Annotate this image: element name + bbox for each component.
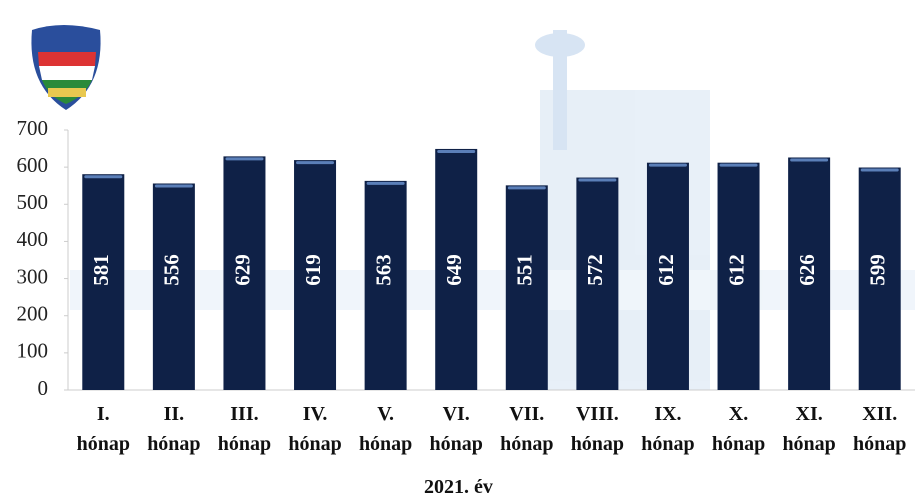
value-label: 556 xyxy=(160,254,184,286)
value-label: 612 xyxy=(654,254,678,286)
police-logo xyxy=(31,25,101,110)
bar-highlight xyxy=(225,157,264,161)
value-label: 629 xyxy=(230,254,254,286)
bar-highlight xyxy=(296,161,335,165)
bar-highlight xyxy=(790,158,829,162)
x-tick-label: V. hónap xyxy=(358,403,413,455)
bar-highlight xyxy=(719,163,758,167)
bar-highlight xyxy=(366,181,405,185)
y-tick-label: 0 xyxy=(38,376,49,400)
bar xyxy=(717,162,760,390)
bar xyxy=(435,148,478,390)
value-label: 619 xyxy=(301,254,325,286)
x-tick-label: VIII. hónap xyxy=(570,403,625,455)
bar xyxy=(152,183,195,390)
value-label: 551 xyxy=(513,254,537,286)
bar-highlight xyxy=(648,163,687,167)
x-tick-label: IV. hónap xyxy=(288,403,342,455)
bar xyxy=(294,160,337,390)
value-label: 612 xyxy=(724,254,748,286)
bar xyxy=(82,174,125,390)
bar xyxy=(505,185,548,390)
value-label: 649 xyxy=(442,254,466,286)
bar xyxy=(223,156,266,390)
x-tick-label: IX. hónap xyxy=(641,403,695,455)
bar xyxy=(364,180,407,390)
x-tick-label: II. hónap xyxy=(147,403,201,455)
bar-highlight xyxy=(154,184,193,188)
y-tick-label: 300 xyxy=(17,264,49,288)
x-tick-label: I. hónap xyxy=(76,403,130,455)
value-label: 563 xyxy=(371,254,395,286)
bar xyxy=(646,162,689,390)
bar-highlight xyxy=(578,178,617,182)
bar xyxy=(576,177,619,390)
x-tick-label: XI. hónap xyxy=(782,403,836,455)
y-tick-label: 500 xyxy=(17,190,49,214)
y-tick-label: 200 xyxy=(17,302,49,326)
y-tick-label: 100 xyxy=(17,339,49,363)
bar-highlight xyxy=(860,168,899,172)
y-tick-label: 700 xyxy=(17,116,49,140)
value-label: 626 xyxy=(795,254,819,286)
x-tick-label: III. hónap xyxy=(217,403,272,455)
value-label: 581 xyxy=(89,254,113,286)
value-label: 572 xyxy=(583,254,607,286)
x-tick-label: VII. hónap xyxy=(500,403,554,455)
bar-highlight xyxy=(507,186,546,190)
bar xyxy=(858,167,901,390)
x-tick-label: XII. hónap xyxy=(853,403,907,455)
bar xyxy=(788,157,831,390)
bar-highlight xyxy=(437,149,476,153)
y-tick-label: 600 xyxy=(17,153,49,177)
x-tick-label: X. hónap xyxy=(711,403,766,455)
x-tick-label: VI. hónap xyxy=(429,403,483,455)
x-axis-title: 2021. év xyxy=(424,476,493,498)
bar-highlight xyxy=(84,175,123,179)
value-label: 599 xyxy=(866,254,890,286)
y-tick-label: 400 xyxy=(17,227,49,251)
